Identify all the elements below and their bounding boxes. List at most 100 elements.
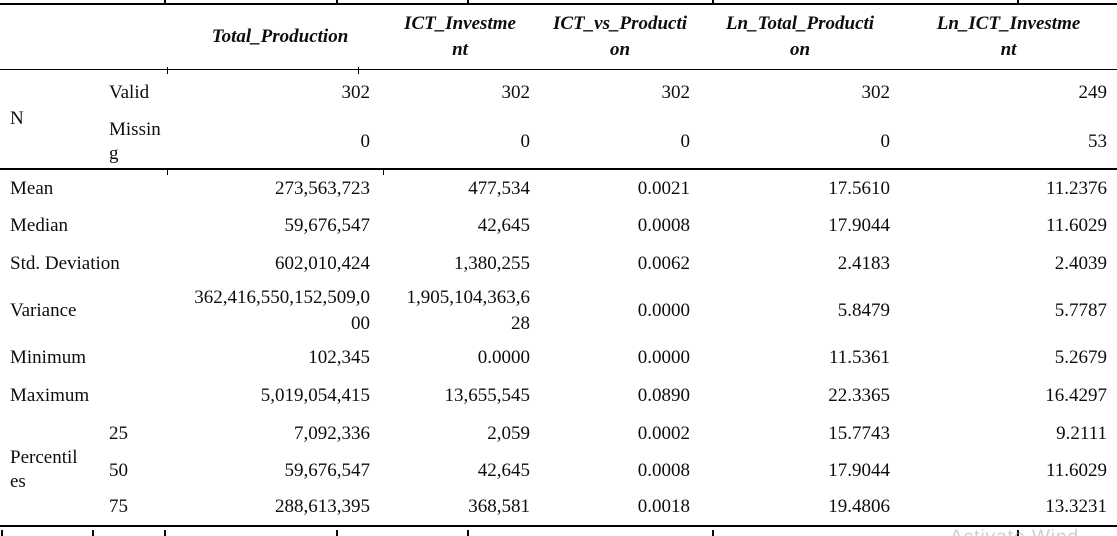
row-label-maximum: Maximum <box>10 385 90 407</box>
cell-value: 13,655,545 <box>444 385 531 407</box>
cell-value: 9.2111 <box>1056 422 1107 444</box>
grid-tick <box>383 168 384 175</box>
header-blank-cell <box>0 4 180 69</box>
cell-value: 302 <box>341 81 371 103</box>
grid-tick <box>1 530 3 536</box>
cell-value: 0.0000 <box>477 347 530 369</box>
cell-value: 53 <box>1088 131 1107 153</box>
cell-value: 17.9044 <box>828 215 890 237</box>
row-label-mean: Mean <box>10 177 54 199</box>
cell-value: 15.7743 <box>828 422 890 444</box>
cell-value: 0.0890 <box>637 385 690 407</box>
table-row-median: Median 59,676,547 42,645 0.0008 17.9044 … <box>0 207 1117 245</box>
cell-value: 0 <box>360 131 371 153</box>
cell-value: 0 <box>680 131 691 153</box>
cell-value: 11.2376 <box>1045 177 1107 199</box>
cell-value: 249 <box>1078 81 1108 103</box>
grid-tick <box>467 530 469 536</box>
cell-value: 0.0018 <box>637 496 690 518</box>
cell-value: 5.2679 <box>1054 347 1107 369</box>
row-label-percentiles: Percentil es <box>10 447 78 492</box>
cell-value: 0.0008 <box>637 459 690 481</box>
grid-tick <box>712 0 714 5</box>
grid-tick <box>336 530 338 536</box>
grid-tick <box>167 67 168 74</box>
table-row-minimum: Minimum 102,345 0.0000 0.0000 11.5361 5.… <box>0 339 1117 377</box>
watermark-fragment: Activate Wind <box>950 527 1115 536</box>
cell-value: 302 <box>861 81 891 103</box>
row-label-median: Median <box>10 215 69 237</box>
table-row-variance: Variance 362,416,550,152,509,0 00 1,905,… <box>0 283 1117 339</box>
cell-value: 0.0021 <box>637 177 690 199</box>
grid-tick <box>1017 0 1019 5</box>
grid-tick <box>358 67 359 74</box>
cell-value: 11.5361 <box>828 347 890 369</box>
cell-value: 0.0008 <box>637 215 690 237</box>
row-label-std-deviation: Std. Deviation <box>10 253 120 275</box>
row-label-variance: Variance <box>10 300 77 322</box>
cell-value: 17.9044 <box>828 459 890 481</box>
cell-value: 16.4297 <box>1045 385 1107 407</box>
grid-tick <box>336 0 338 5</box>
table-row-n-valid: N Valid 302 302 302 302 249 <box>0 69 1117 129</box>
descriptive-statistics-table: Total_Production ICT_Investme nt ICT_vs_… <box>0 3 1117 527</box>
column-header-ln-total-production: Ln_Total_Producti on <box>725 13 875 60</box>
cell-value: 42,645 <box>477 459 530 481</box>
cell-value: 1,380,255 <box>454 253 530 275</box>
cell-value: 5,019,054,415 <box>260 385 370 407</box>
cell-value: 11.6029 <box>1045 459 1107 481</box>
cell-value: 477,534 <box>468 177 530 199</box>
grid-tick <box>164 0 166 5</box>
row-sublabel-25: 25 <box>109 422 128 444</box>
grid-tick <box>467 0 469 5</box>
cell-value: 102,345 <box>308 347 370 369</box>
row-label-n: N <box>10 107 24 129</box>
row-label-minimum: Minimum <box>10 347 87 369</box>
row-sublabel-missing: Missin g <box>109 119 161 164</box>
cell-value: 0.0062 <box>637 253 690 275</box>
row-sublabel-75: 75 <box>109 496 128 518</box>
cell-value: 2.4039 <box>1054 253 1107 275</box>
cell-value: 13.3231 <box>1045 496 1107 518</box>
cell-value: 59,676,547 <box>284 215 371 237</box>
table-row-std-deviation: Std. Deviation 602,010,424 1,380,255 0.0… <box>0 245 1117 283</box>
cell-value: 17.5610 <box>828 177 890 199</box>
cell-value: 0.0000 <box>637 300 690 322</box>
grid-tick <box>1017 530 1019 536</box>
table-row-percentile-75: 75 288,613,395 368,581 0.0018 19.4806 13… <box>0 489 1117 526</box>
cell-value: 1,905,104,363,6 28 <box>406 287 531 334</box>
cell-value: 2,059 <box>487 422 530 444</box>
column-header-ln-ict-investment: Ln_ICT_Investme nt <box>936 13 1081 60</box>
cell-value: 22.3365 <box>828 385 890 407</box>
cell-value: 5.7787 <box>1054 300 1107 322</box>
table-row-percentile-25: Percentil es 25 7,092,336 2,059 0.0002 1… <box>0 415 1117 492</box>
cell-value: 362,416,550,152,509,0 00 <box>194 287 370 334</box>
grid-tick <box>712 530 714 536</box>
cell-value: 0 <box>880 131 891 153</box>
table-row-maximum: Maximum 5,019,054,415 13,655,545 0.0890 … <box>0 377 1117 415</box>
watermark-text: Activate Wind <box>950 527 1115 536</box>
cell-value: 302 <box>661 81 691 103</box>
grid-tick <box>164 530 166 536</box>
cell-value: 19.4806 <box>828 496 890 518</box>
cell-value: 368,581 <box>468 496 530 518</box>
cell-value: 7,092,336 <box>294 422 370 444</box>
cell-value: 11.6029 <box>1045 215 1107 237</box>
cell-value: 0.0000 <box>637 347 690 369</box>
cell-value: 2.4183 <box>837 253 890 275</box>
cell-value: 5.8479 <box>837 300 890 322</box>
cell-value: 0.0002 <box>637 422 690 444</box>
row-sublabel-50: 50 <box>109 459 128 481</box>
table-row-mean: Mean 273,563,723 477,534 0.0021 17.5610 … <box>0 169 1117 207</box>
column-header-ict-investment: ICT_Investme nt <box>404 13 516 60</box>
cell-value: 42,645 <box>477 215 530 237</box>
table-row-n-missing: Missin g 0 0 0 0 53 <box>0 116 1117 169</box>
cell-value: 288,613,395 <box>275 496 370 518</box>
column-header-total-production: Total_Production <box>211 25 349 47</box>
cell-value: 302 <box>501 81 531 103</box>
column-header-ict-vs-production: ICT_vs_Producti on <box>552 13 688 60</box>
row-sublabel-valid: Valid <box>109 81 150 103</box>
header-row: Total_Production ICT_Investme nt ICT_vs_… <box>0 4 1117 69</box>
cell-value: 59,676,547 <box>284 459 371 481</box>
